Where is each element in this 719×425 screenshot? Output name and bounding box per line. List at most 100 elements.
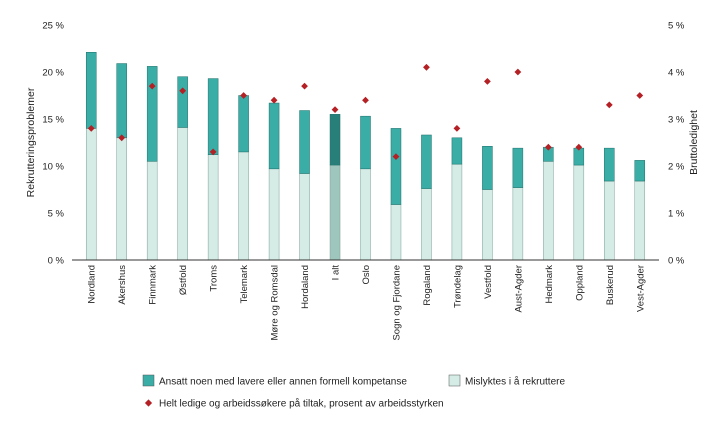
bar-ansatt-troms xyxy=(207,78,219,155)
point-ledighet-vestfold xyxy=(483,78,491,85)
legend-swatch-mislyktes xyxy=(448,374,461,387)
point-ledighet-rogaland xyxy=(423,63,430,71)
bar-ansatt-i-alt xyxy=(329,114,341,166)
bar-ansatt-more-og-romsdal xyxy=(268,102,280,170)
bar-ansatt-trondelag xyxy=(451,137,463,165)
bar-ansatt-hordaland xyxy=(299,110,310,174)
category-label-akershus: Akershus xyxy=(117,265,128,305)
category-label-hordaland: Hordaland xyxy=(300,265,311,309)
left-axis-ticks: 0 % 5 % 10 % 15 % 20 % 25 % xyxy=(42,21,64,267)
category-label-sogn-og-fjordane: Sogn og Fjordane xyxy=(391,265,402,341)
category-label-oslo: Oslo xyxy=(361,265,372,285)
point-ledighet-akershus xyxy=(118,134,126,142)
point-ledighet-more-og-romsdal xyxy=(270,96,278,104)
category-label-more-og-romsdal: Møre og Romsdal xyxy=(270,265,281,341)
category-label-finnmark: Finnmark xyxy=(148,265,159,305)
point-ledighet-i-alt xyxy=(331,106,339,113)
category-label-oppland: Oppland xyxy=(574,265,585,301)
bar-mislyktes-vestfold xyxy=(482,189,493,261)
legend: Ansatt noen med lavere eller annen forme… xyxy=(142,374,565,410)
point-ledighet-buskerud xyxy=(605,101,613,109)
bar-ansatt-ostfold xyxy=(177,76,188,128)
category-label-hedmark: Hedmark xyxy=(544,265,555,304)
bar-mislyktes-oppland xyxy=(573,164,585,261)
point-ledighet-trondelag xyxy=(453,125,461,132)
point-ledighet-finnmark xyxy=(148,82,156,90)
category-label-buskerud: Buskerud xyxy=(605,265,616,305)
point-ledighet-troms xyxy=(209,148,217,156)
bar-ansatt-finnmark xyxy=(146,66,158,162)
bar-ansatt-oslo xyxy=(360,115,371,170)
bar-mislyktes-more-og-romsdal xyxy=(268,168,280,261)
point-ledighet-hedmark xyxy=(544,143,552,151)
bar-mislyktes-vest-agder xyxy=(634,180,646,261)
bar-mislyktes-akershus xyxy=(116,137,127,261)
bar-ansatt-oppland xyxy=(573,147,585,166)
category-label-telemark: Telemark xyxy=(239,265,250,304)
bar-mislyktes-i-alt xyxy=(329,164,341,261)
left-tick-label: 20 % xyxy=(42,68,64,79)
bar-mislyktes-hedmark xyxy=(543,161,554,261)
bar-mislyktes-hordaland xyxy=(299,173,310,261)
category-labels: Nordland Akershus Finnmark Østfold Troms Tele… xyxy=(87,265,647,341)
right-axis-title: Bruttoledighet xyxy=(688,110,700,175)
bar-ansatt-rogaland xyxy=(421,134,432,189)
legend-label-ledighet: Helt ledige og arbeidssøkere på tiltak, … xyxy=(159,398,444,410)
bar-mislyktes-nordland xyxy=(85,128,97,261)
right-tick-label: 0 % xyxy=(668,256,685,267)
category-label-i-alt: I alt xyxy=(331,265,342,281)
right-axis-ticks: 0 % 1 % 2 % 3 % 4 % 5 % xyxy=(668,21,685,267)
category-label-ostfold: Østfold xyxy=(178,265,189,295)
bar-ansatt-vestfold xyxy=(482,146,493,190)
right-tick-label: 3 % xyxy=(668,115,685,126)
legend-swatch-ansatt xyxy=(142,374,155,387)
bars-group xyxy=(85,52,646,261)
legend-label-ansatt: Ansatt noen med lavere eller annen forme… xyxy=(159,377,407,388)
bar-mislyktes-troms xyxy=(207,154,219,261)
left-tick-label: 10 % xyxy=(42,162,64,173)
left-tick-label: 25 % xyxy=(42,21,64,32)
point-ledighet-vest-agder xyxy=(636,92,644,99)
point-ledighet-telemark xyxy=(240,92,248,99)
bar-mislyktes-oslo xyxy=(360,168,371,261)
point-ledighet-aust-agder xyxy=(514,68,522,76)
points-group xyxy=(87,63,644,160)
left-axis-title: Rekrutteringsproblemer xyxy=(25,87,37,197)
right-tick-label: 1 % xyxy=(668,209,685,220)
point-ledighet-sogn-og-fjordane xyxy=(392,153,400,160)
category-label-vestfold: Vestfold xyxy=(483,265,494,299)
category-label-rogaland: Rogaland xyxy=(422,265,433,306)
legend-marker-ledighet xyxy=(144,399,153,407)
bar-mislyktes-aust-agder xyxy=(512,187,524,261)
legend-label-mislyktes: Mislyktes i å rekruttere xyxy=(465,376,565,388)
point-ledighet-oppland xyxy=(575,143,583,151)
bar-mislyktes-finnmark xyxy=(146,161,158,261)
right-tick-label: 2 % xyxy=(668,162,685,173)
left-tick-label: 15 % xyxy=(42,115,64,126)
bar-mislyktes-trondelag xyxy=(451,163,463,261)
point-ledighet-nordland xyxy=(87,125,95,132)
left-tick-label: 0 % xyxy=(48,256,65,267)
point-ledighet-hordaland xyxy=(301,82,308,90)
bar-ansatt-aust-agder xyxy=(512,147,524,188)
category-label-vest-agder: Vest-Agder xyxy=(635,265,646,312)
category-label-nordland: Nordland xyxy=(87,265,98,304)
bar-ansatt-buskerud xyxy=(604,147,615,182)
category-label-aust-agder: Aust-Agder xyxy=(513,265,524,313)
bar-mislyktes-telemark xyxy=(238,151,249,261)
bar-ansatt-sogn-og-fjordane xyxy=(390,128,402,205)
bar-ansatt-vest-agder xyxy=(634,160,646,182)
bar-ansatt-nordland xyxy=(85,52,97,129)
bar-mislyktes-ostfold xyxy=(177,127,188,261)
category-label-trondelag: Trøndelag xyxy=(452,265,463,308)
point-ledighet-oslo xyxy=(362,96,369,104)
right-tick-label: 4 % xyxy=(668,68,685,79)
bar-mislyktes-buskerud xyxy=(604,180,615,261)
bar-mislyktes-rogaland xyxy=(421,188,432,261)
category-label-troms: Troms xyxy=(209,265,220,292)
left-tick-label: 5 % xyxy=(48,209,65,220)
point-ledighet-ostfold xyxy=(179,87,187,95)
bar-ansatt-telemark xyxy=(238,95,249,153)
right-tick-label: 5 % xyxy=(668,21,685,32)
